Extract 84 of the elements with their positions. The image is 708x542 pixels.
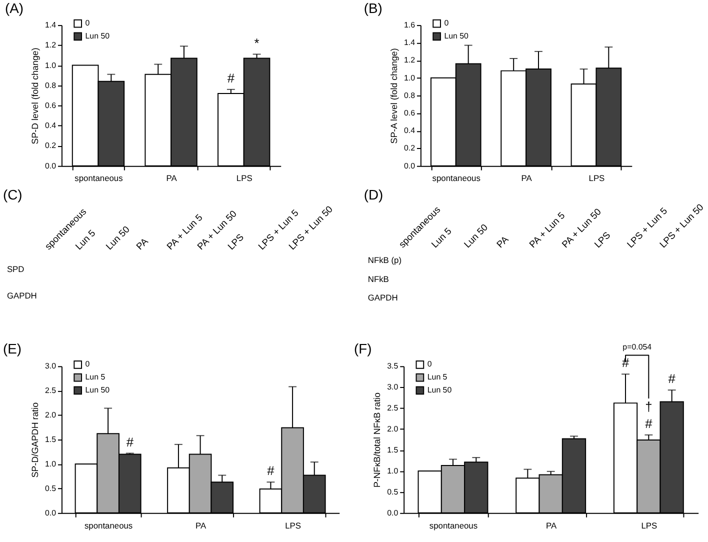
legend-label: Lun 5	[85, 372, 106, 382]
y-tick-label: 0.6	[404, 108, 416, 118]
y-tick-label: 0.8	[45, 80, 57, 90]
y-tick-label: 1.4	[404, 38, 416, 48]
y-axis-title: SP-D/GAPDH ratio	[30, 402, 40, 478]
legend-label: Lun 50	[85, 385, 110, 394]
y-tick-label: 1.5	[387, 446, 399, 454]
category-label: Lun 50	[462, 222, 490, 250]
y-tick-label: 3.0	[45, 362, 57, 371]
y-tick-label: 0.0	[404, 161, 416, 170]
y-tick-label: 0.4	[45, 121, 57, 130]
legend-label: Lun 50	[427, 385, 452, 394]
legend-label: 0	[85, 18, 90, 28]
category-label: PA	[494, 233, 511, 250]
x-tick-label: spontaneous	[84, 520, 133, 530]
category-label: NFkB (p)	[368, 255, 402, 266]
y-axis-title: SP-A level (fold change)	[389, 48, 400, 144]
chart-title: (B)	[364, 0, 382, 16]
y-tick-label: 2.0	[387, 424, 399, 434]
y-tick-label: 2.5	[387, 404, 399, 413]
y-tick-label: 0.0	[45, 508, 57, 518]
legend-label: 0	[427, 360, 432, 369]
annotation: #	[227, 70, 236, 86]
annotation: #	[622, 355, 630, 370]
y-tick-label: 1.2	[404, 56, 415, 65]
y-tick-label: 1.0	[387, 466, 399, 476]
y-tick-label: 0.8	[404, 90, 416, 100]
y-tick-label: 1.6	[404, 20, 416, 30]
y-tick-label: 2.5	[45, 386, 57, 396]
annotation: #	[267, 463, 276, 478]
y-tick-label: 0.0	[45, 161, 57, 170]
category-label: Lun 50	[103, 224, 132, 252]
annotation: *	[254, 35, 260, 50]
y-tick-label: 1.0	[45, 60, 57, 70]
x-tick-label: PA	[166, 173, 178, 184]
chart-title: (E)	[2, 340, 22, 356]
annotation: #	[668, 371, 676, 386]
annotation: #	[645, 416, 654, 431]
legend-label: Lun 50	[85, 31, 110, 40]
x-tick-label: PA	[521, 173, 532, 184]
y-axis-title: SP-D level (fold change)	[30, 48, 40, 144]
text: p=0.054	[622, 342, 652, 352]
category-label: GAPDH	[6, 290, 37, 301]
chart-title: (A)	[4, 0, 24, 16]
chart-title: (F)	[354, 340, 372, 356]
x-tick-label: spontaneous	[429, 520, 478, 530]
text: (D)	[364, 186, 384, 203]
x-tick-label: spontaneous	[432, 173, 480, 184]
x-tick-label: PA	[196, 520, 206, 530]
text: (C)	[2, 186, 22, 203]
y-tick-label: 0.5	[45, 484, 57, 493]
category-label: SPD	[6, 264, 24, 274]
y-tick-label: 1.4	[45, 20, 57, 30]
annotation: #	[126, 434, 134, 450]
y-tick-label: 0.4	[404, 126, 416, 136]
category-label: LPS	[592, 229, 612, 250]
y-tick-label: 0.6	[45, 100, 57, 110]
legend-label: Lun 50	[444, 31, 470, 40]
legend-label: 0	[85, 360, 90, 369]
annotation: †	[645, 399, 652, 414]
x-tick-label: LPS	[588, 173, 606, 184]
x-tick-label: PA	[546, 520, 558, 530]
legend-label: 0	[444, 18, 450, 28]
y-tick-label: 3.0	[387, 382, 399, 392]
y-tick-label: 0.2	[45, 141, 56, 150]
y-tick-label: 1.0	[404, 73, 416, 82]
y-tick-label: 1.2	[45, 40, 56, 50]
x-tick-label: spontaneous	[74, 173, 123, 184]
x-tick-label: LPS	[641, 520, 658, 530]
category-label: NFkB	[368, 274, 389, 284]
x-tick-label: LPS	[236, 173, 253, 184]
category-label: GAPDH	[368, 292, 398, 303]
category-label: LPS	[225, 231, 246, 252]
y-tick-label: 1.0	[45, 459, 57, 468]
category-label: PA	[134, 235, 150, 252]
x-tick-label: LPS	[285, 520, 302, 530]
y-tick-label: 0.2	[404, 144, 415, 153]
y-tick-label: 0.5	[387, 487, 399, 496]
y-tick-label: 0.0	[387, 508, 399, 518]
legend-label: Lun 5	[427, 372, 448, 382]
y-tick-label: 1.5	[45, 435, 57, 444]
y-tick-label: 3.5	[387, 362, 399, 371]
y-tick-label: 2.0	[45, 410, 57, 420]
y-axis-title: P-NFκB/total NFκB ratio	[372, 392, 382, 488]
